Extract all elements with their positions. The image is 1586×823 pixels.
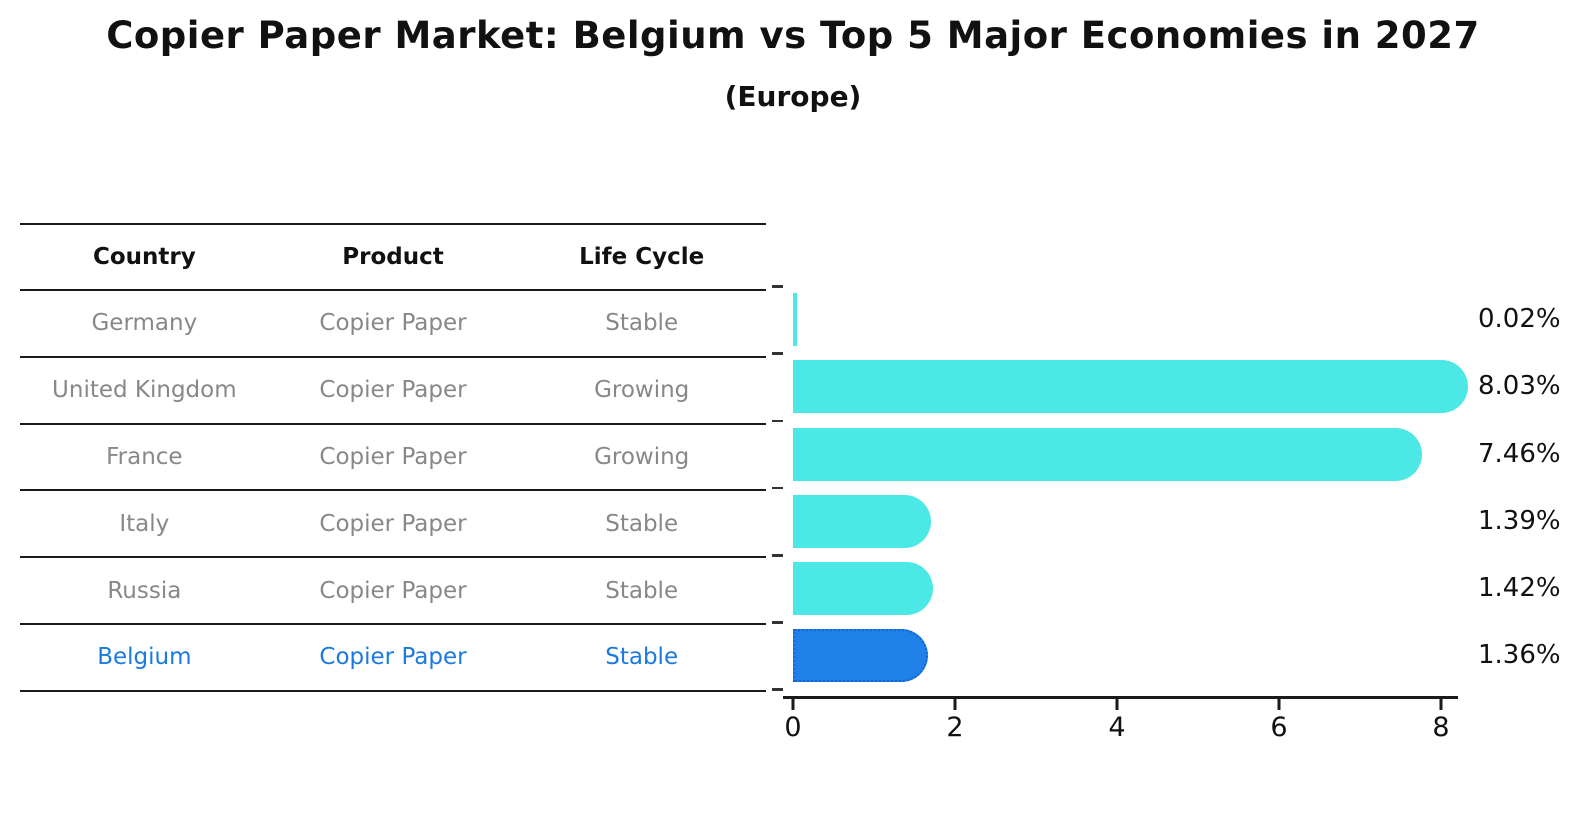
- column-header-product: Product: [342, 244, 444, 270]
- bar-row-italy: 1.39%: [772, 486, 1586, 555]
- cell-product: Copier Paper: [319, 577, 467, 604]
- x-axis-tick-label: 6: [1270, 712, 1288, 743]
- cell-lifecycle: Stable: [605, 644, 679, 671]
- column-header-lifecycle: Life Cycle: [579, 244, 705, 270]
- bar-chart-plot: 0.02% 8.03% 7.46% 1.39% 1.42% 1.36%: [772, 285, 1586, 691]
- bar-row-france: 7.46%: [772, 419, 1586, 488]
- table-row-italy: Italy Copier Paper Stable: [20, 491, 766, 559]
- value-label-france: 7.46%: [1478, 438, 1561, 469]
- bar-italy: [793, 494, 931, 548]
- y-axis-minor-tick: [772, 285, 783, 288]
- cell-country: France: [106, 443, 183, 470]
- table-row-russia: Russia Copier Paper Stable: [20, 558, 766, 625]
- comparison-table: Country Product Life Cycle Germany Copie…: [20, 223, 766, 692]
- value-label-belgium: 1.36%: [1478, 640, 1561, 671]
- cell-lifecycle: Stable: [605, 510, 679, 537]
- y-axis-minor-tick: [772, 419, 783, 423]
- x-axis-tick: [953, 699, 957, 710]
- cell-product: Copier Paper: [319, 644, 467, 671]
- cell-country: Belgium: [97, 644, 192, 671]
- y-axis-minor-tick: [772, 486, 783, 490]
- x-axis-tick-label: 4: [1108, 712, 1126, 743]
- x-axis-tick: [1115, 699, 1119, 710]
- table-header-row: Country Product Life Cycle: [20, 225, 766, 291]
- chart-title: Copier Paper Market: Belgium vs Top 5 Ma…: [106, 14, 1480, 57]
- bar-united-kingdom: [793, 360, 1469, 414]
- cell-lifecycle: Stable: [605, 577, 679, 604]
- bar-row-united-kingdom: 8.03%: [772, 352, 1586, 420]
- y-axis-minor-tick: [772, 554, 783, 557]
- table-row-france: France Copier Paper Growing: [20, 425, 766, 492]
- bar-france: [793, 427, 1423, 481]
- bar-russia: [793, 562, 934, 616]
- cell-country: Germany: [91, 310, 198, 337]
- y-axis-minor-tick: [772, 688, 783, 691]
- cell-lifecycle: Growing: [594, 443, 690, 470]
- bar-germany: [793, 293, 797, 346]
- x-axis-tick-label: 8: [1432, 712, 1450, 743]
- cell-country: United Kingdom: [52, 377, 237, 404]
- cell-product: Copier Paper: [319, 377, 467, 404]
- cell-product: Copier Paper: [319, 510, 467, 537]
- cell-country: Russia: [107, 577, 182, 604]
- x-axis: 0 2 4 6 8: [783, 696, 1493, 756]
- x-axis-tick: [791, 699, 795, 710]
- bar-row-germany: 0.02%: [772, 285, 1586, 353]
- table-row-germany: Germany Copier Paper Stable: [20, 291, 766, 358]
- x-axis-tick-label: 0: [784, 712, 802, 743]
- table-row-belgium: Belgium Copier Paper Stable: [20, 625, 766, 692]
- bar-row-belgium: 1.36%: [772, 621, 1586, 689]
- bar-belgium-highlighted: [793, 629, 929, 683]
- y-axis-minor-tick: [772, 352, 783, 355]
- value-label-germany: 0.02%: [1478, 304, 1561, 334]
- value-label-russia: 1.42%: [1478, 573, 1561, 604]
- cell-lifecycle: Stable: [605, 310, 679, 337]
- x-axis-tick: [1439, 699, 1443, 710]
- cell-product: Copier Paper: [319, 443, 467, 470]
- cell-country: Italy: [119, 510, 170, 537]
- value-label-united-kingdom: 8.03%: [1478, 371, 1561, 402]
- y-axis-minor-tick: [772, 621, 783, 624]
- x-axis-tick: [1277, 699, 1281, 710]
- x-axis-tick-label: 2: [946, 712, 964, 743]
- table-row-united-kingdom: United Kingdom Copier Paper Growing: [20, 358, 766, 425]
- value-label-italy: 1.39%: [1478, 505, 1561, 536]
- cell-product: Copier Paper: [319, 310, 467, 337]
- x-axis-line: [783, 696, 1458, 699]
- cell-lifecycle: Growing: [594, 377, 690, 404]
- bar-row-russia: 1.42%: [772, 554, 1586, 622]
- chart-subtitle: (Europe): [724, 80, 862, 113]
- column-header-country: Country: [92, 244, 196, 270]
